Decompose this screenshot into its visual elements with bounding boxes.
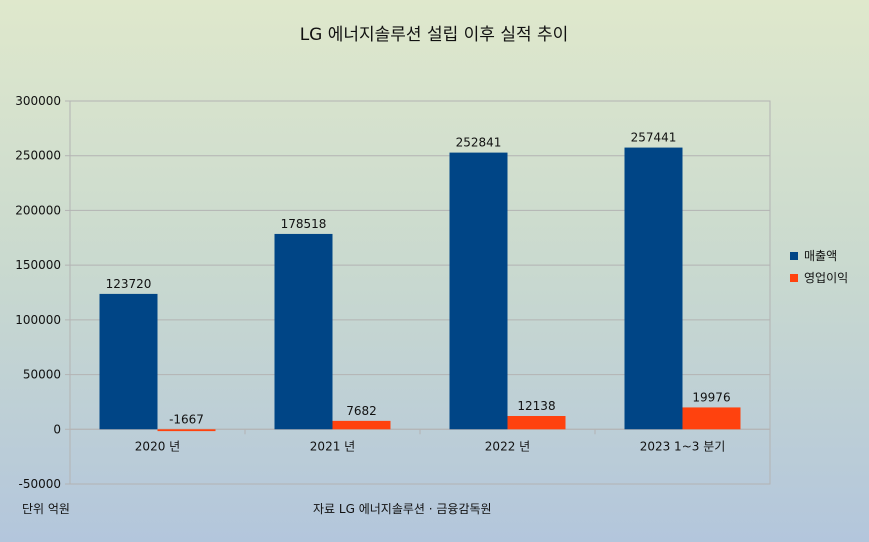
bar-operating-profit [507, 416, 566, 430]
y-tick-label: 100000 [15, 313, 61, 327]
chart-title: LG 에너지솔루션 설립 이후 실적 추이 [300, 25, 569, 45]
y-tick-label: 0 [53, 422, 61, 436]
legend-label: 영업이익 [804, 271, 848, 285]
y-axis: 300000 250000 200000 150000 100000 50000 0 -500… [15, 94, 61, 491]
data-label: 178518 [281, 217, 327, 231]
bar-operating-profit [157, 429, 216, 432]
x-tick-label: 2020 년 [135, 439, 180, 453]
y-tick-label: 300000 [15, 94, 61, 108]
bar-revenue [449, 152, 508, 430]
data-label: 12138 [517, 399, 555, 413]
data-label: 123720 [106, 277, 152, 291]
x-axis: 2020 년 2021 년 2022 년 2023 1~3 분기 [135, 439, 725, 453]
y-tick-label: -50000 [18, 477, 61, 491]
x-tick-label: 2021 년 [310, 439, 355, 453]
bar-operating-profit [332, 420, 391, 430]
data-labels: 123720 -1667 178518 7682 252841 12138 257441 19… [106, 131, 731, 427]
bar-revenue [274, 233, 333, 430]
bars [99, 147, 741, 432]
bar-revenue [99, 293, 158, 430]
data-label: 257441 [631, 131, 677, 145]
x-tick-label: 2022 년 [485, 439, 530, 453]
x-tick-label: 2023 1~3 분기 [640, 439, 726, 453]
data-label: 7682 [346, 404, 377, 418]
legend-label: 매출액 [804, 249, 837, 263]
y-tick-label: 50000 [23, 368, 61, 382]
source-note: 자료 LG 에너지솔루션 · 금융감독원 [313, 502, 492, 516]
legend-swatch [790, 274, 798, 282]
legend-swatch [790, 252, 798, 260]
data-label: 252841 [456, 136, 502, 150]
y-tick-label: 150000 [15, 258, 61, 272]
data-label: -1667 [169, 412, 204, 426]
data-label: 19976 [692, 390, 730, 404]
bar-operating-profit [682, 407, 741, 430]
bar-revenue [624, 147, 683, 430]
unit-note: 단위 억원 [22, 502, 70, 516]
y-tick-label: 250000 [15, 149, 61, 163]
y-tick-label: 200000 [15, 203, 61, 217]
